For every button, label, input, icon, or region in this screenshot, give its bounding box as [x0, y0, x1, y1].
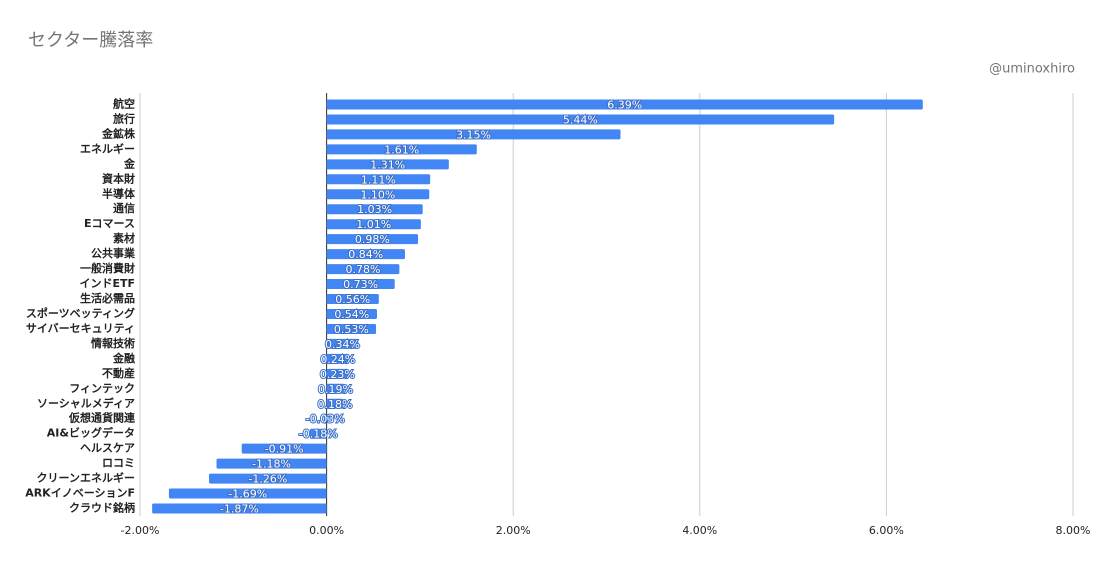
bar	[326, 189, 430, 200]
bar	[326, 114, 835, 125]
bar	[326, 368, 349, 379]
value-label: -0.03%	[306, 413, 345, 426]
bar	[309, 428, 327, 439]
value-label: 1.31%	[370, 158, 405, 171]
y-tick-label: 公共事業	[91, 246, 136, 260]
y-tick-label: 半導体	[102, 186, 136, 200]
chart-title: セクター騰落率	[28, 30, 153, 51]
bar	[326, 338, 359, 349]
y-tick-label: スポーツベッティング	[26, 306, 135, 320]
value-label: 0.19%	[318, 383, 353, 396]
bar	[326, 279, 395, 290]
y-tick-label: 不動産	[102, 366, 135, 380]
y-tick-label: 航空	[113, 96, 135, 110]
value-label: 0.24%	[320, 353, 355, 366]
bar	[326, 219, 421, 230]
bar	[323, 413, 327, 424]
y-tick-label: 資本財	[102, 171, 135, 185]
y-tick-label: ソーシャルメディア	[37, 396, 135, 410]
value-label: 1.03%	[357, 203, 392, 216]
value-label: 0.54%	[334, 308, 369, 321]
bar	[326, 353, 349, 364]
y-tick-label: 金鉱株	[101, 126, 136, 140]
bar	[326, 99, 923, 110]
value-label: -1.18%	[252, 458, 291, 471]
bar	[326, 204, 423, 215]
bar	[209, 473, 327, 484]
x-tick-label: -2.00%	[121, 524, 160, 537]
y-tick-label: 生活必需品	[80, 291, 135, 305]
value-label: 1.61%	[384, 143, 419, 156]
y-tick-label: 素材	[113, 231, 135, 245]
value-label: 1.01%	[356, 218, 391, 231]
bar	[326, 234, 419, 245]
y-tick-label: インドETF	[79, 277, 135, 290]
y-tick-label: 情報技術	[91, 336, 135, 350]
value-label: 0.78%	[346, 263, 381, 276]
bar	[326, 174, 431, 185]
value-label: -1.69%	[228, 488, 267, 501]
y-tick-label: エネルギー	[80, 141, 135, 155]
value-label: 0.34%	[325, 338, 360, 351]
x-tick-label: 4.00%	[682, 524, 717, 537]
value-label: 0.53%	[334, 323, 369, 336]
bar	[326, 249, 405, 260]
bar	[326, 398, 344, 409]
value-label: 6.39%	[607, 98, 642, 111]
bar	[326, 144, 477, 155]
value-label: 0.73%	[343, 278, 378, 291]
bar	[216, 458, 327, 469]
bar	[326, 294, 379, 305]
bar	[326, 159, 449, 170]
bar	[326, 308, 377, 319]
annotation: @uminoxhiro	[989, 62, 1075, 77]
y-tick-label: サイバーセキュリティ	[26, 322, 135, 335]
bar	[152, 503, 327, 514]
y-tick-label: AI&ビッグデータ	[47, 426, 135, 440]
value-label: -1.26%	[248, 473, 287, 486]
value-label: 3.15%	[456, 128, 491, 141]
bar	[326, 129, 621, 140]
x-tick-label: 8.00%	[1056, 524, 1091, 537]
y-tick-label: クラウド銘柄	[69, 501, 135, 515]
value-label: 1.11%	[361, 173, 396, 186]
y-tick-label: 通信	[113, 201, 135, 215]
bar	[326, 383, 345, 394]
value-label: 0.56%	[335, 293, 370, 306]
value-label: -1.87%	[220, 503, 259, 516]
value-label: 0.98%	[355, 233, 390, 246]
x-tick-label: 0.00%	[309, 524, 344, 537]
value-label: 0.84%	[348, 248, 383, 261]
bar	[168, 488, 327, 499]
y-tick-label: 一般消費財	[80, 261, 135, 275]
y-tick-label: ARKイノベーションF	[25, 487, 135, 500]
bar	[326, 264, 400, 275]
value-label: 5.44%	[563, 113, 598, 126]
value-label: 1.10%	[360, 188, 395, 201]
value-label: -0.18%	[299, 428, 338, 441]
y-tick-label: 金	[123, 156, 136, 170]
y-tick-label: 金融	[112, 351, 135, 365]
value-label: 0.23%	[320, 368, 355, 381]
bar	[326, 323, 377, 334]
value-label: -0.91%	[265, 443, 304, 456]
y-tick-label: フィンテック	[69, 382, 135, 395]
y-tick-label: ロコミ	[102, 457, 135, 470]
y-tick-label: Eコマース	[84, 217, 135, 230]
bar	[241, 443, 327, 454]
x-tick-label: 6.00%	[869, 524, 904, 537]
y-tick-label: クリーンエネルギー	[37, 471, 135, 485]
x-tick-label: 2.00%	[496, 524, 531, 537]
value-label: 0.18%	[318, 398, 353, 411]
y-tick-label: ヘルスケア	[80, 442, 135, 455]
y-tick-label: 仮想通貨関連	[68, 411, 136, 425]
y-tick-label: 旅行	[113, 111, 135, 125]
